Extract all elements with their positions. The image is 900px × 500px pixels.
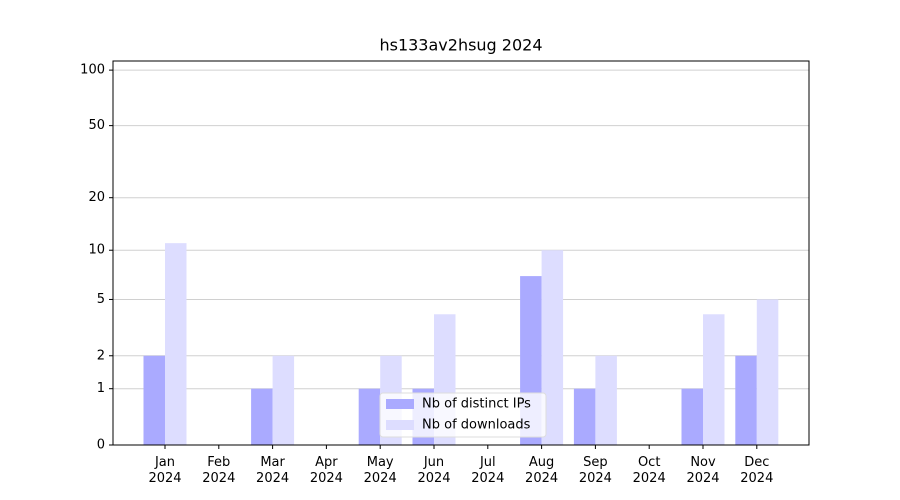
x-tick-label: Sep 2024 <box>579 455 612 486</box>
y-tick-label: 100 <box>80 63 105 78</box>
y-tick-label: 1 <box>97 381 105 396</box>
x-tick-label: Oct 2024 <box>633 455 666 486</box>
bar <box>541 250 564 445</box>
x-tick-label: Jul 2024 <box>471 455 504 486</box>
plot-frame <box>112 60 810 446</box>
bar <box>595 355 617 445</box>
bar <box>735 355 757 445</box>
bar <box>251 388 273 445</box>
bar <box>756 299 779 445</box>
y-tick-label: 2 <box>97 348 105 363</box>
y-tick-label: 10 <box>88 243 105 258</box>
x-tick-label: Apr 2024 <box>310 455 343 486</box>
y-tick-label: 0 <box>97 438 105 453</box>
bar <box>165 243 187 445</box>
legend: Nb of distinct IPs Nb of downloads <box>379 392 547 438</box>
bar <box>358 388 381 445</box>
bar <box>143 355 165 445</box>
y-tick-label: 20 <box>88 190 105 205</box>
legend-label: Nb of distinct IPs <box>422 397 531 412</box>
legend-box <box>379 392 547 438</box>
x-tick-label: May 2024 <box>364 455 397 486</box>
bar <box>573 388 596 445</box>
x-tick-label: Feb 2024 <box>202 455 235 486</box>
bar <box>681 388 703 445</box>
x-tick-label: Jan 2024 <box>148 455 181 486</box>
x-tick-label: Aug 2024 <box>525 455 558 486</box>
y-tick-label: 50 <box>88 118 105 133</box>
bar <box>272 355 295 445</box>
x-tick-label: Dec 2024 <box>740 455 773 486</box>
y-tick-label: 5 <box>97 292 105 307</box>
legend-swatch <box>386 399 414 409</box>
chart-title: hs133av2hsug 2024 <box>379 36 542 55</box>
legend-label: Nb of downloads <box>422 418 531 433</box>
x-tick-label: Mar 2024 <box>256 455 289 486</box>
x-tick-label: Nov 2024 <box>686 455 719 486</box>
legend-swatch <box>386 420 414 430</box>
bar <box>703 314 725 445</box>
x-tick-label: Jun 2024 <box>417 455 450 486</box>
